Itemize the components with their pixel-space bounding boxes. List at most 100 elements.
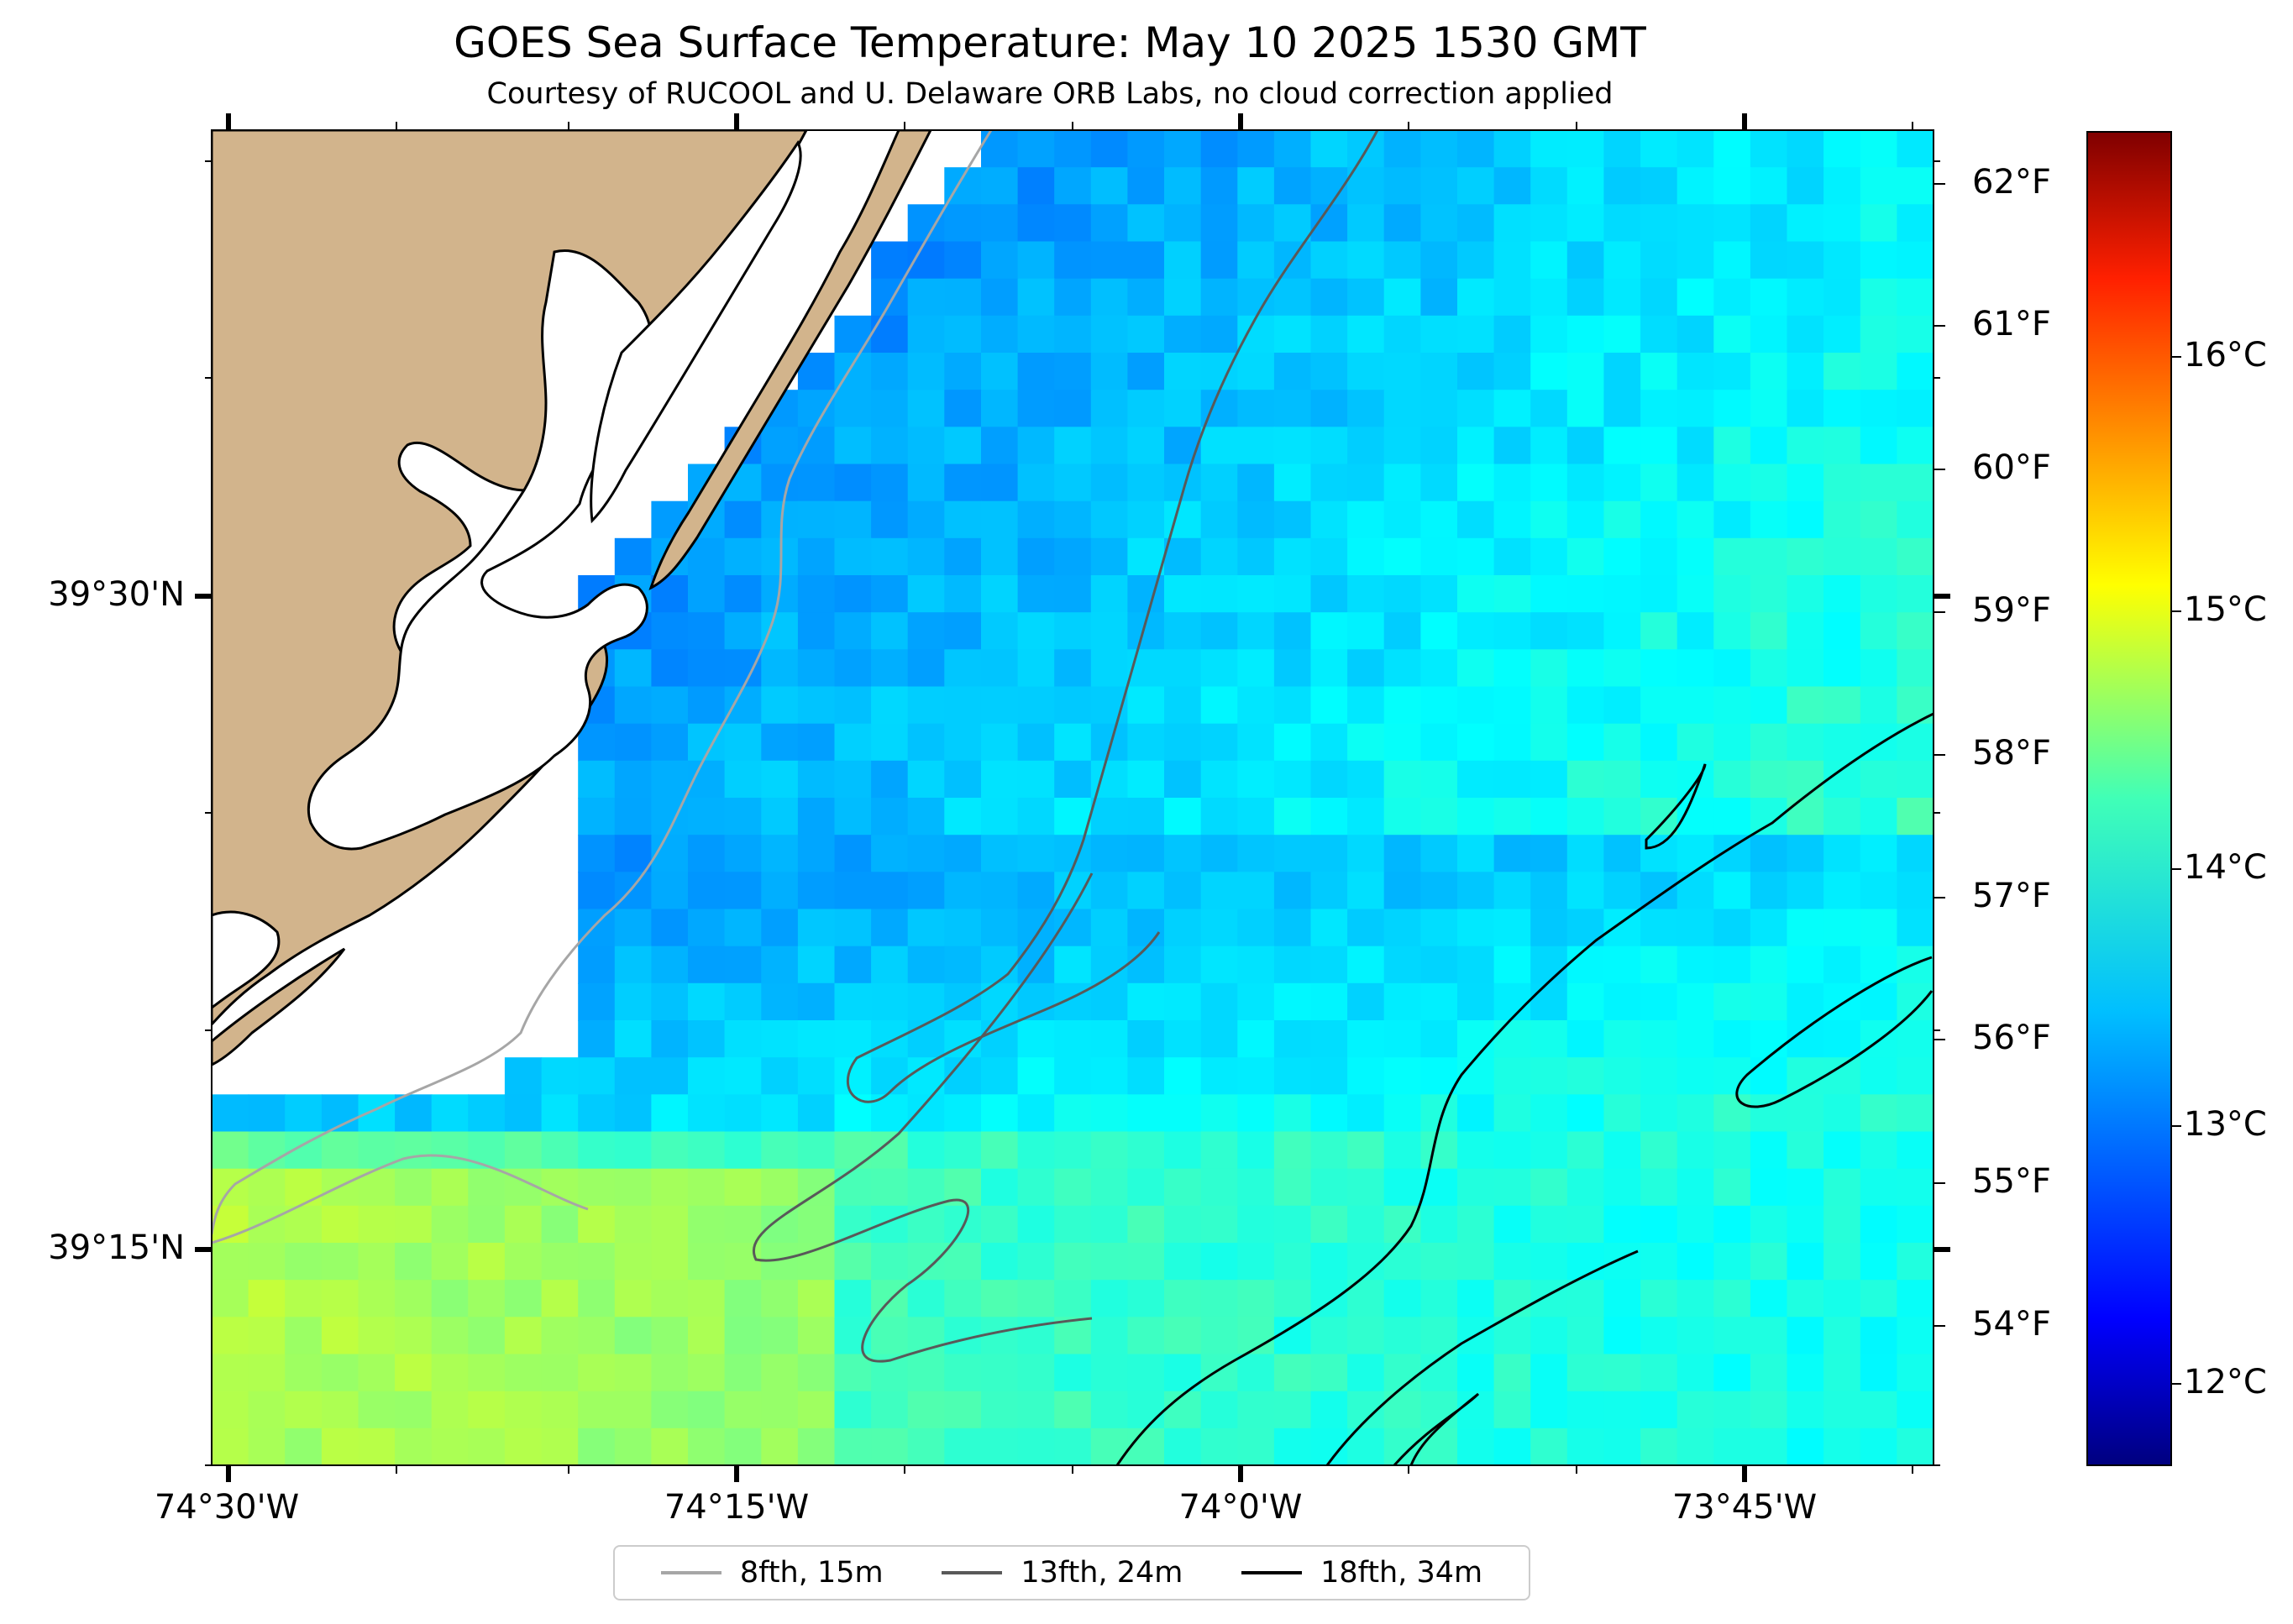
sst-cell xyxy=(1493,798,1531,836)
sst-cell xyxy=(541,1280,579,1318)
sst-cell xyxy=(1347,1205,1385,1244)
sst-cell xyxy=(981,537,1019,576)
sst-cell xyxy=(212,1094,249,1133)
sst-cell xyxy=(688,798,726,836)
sst-cell xyxy=(834,464,872,502)
sst-cell xyxy=(1164,1205,1202,1244)
sst-cell xyxy=(688,612,726,651)
sst-cell xyxy=(761,649,799,688)
sst-cell xyxy=(797,1205,836,1244)
sst-cell xyxy=(1823,278,1861,317)
sst-cell xyxy=(1310,798,1348,836)
sst-cell xyxy=(907,427,946,465)
sst-cell xyxy=(1897,130,1934,168)
sst-cell xyxy=(468,1428,506,1465)
sst-cell xyxy=(1897,204,1934,243)
sst-cell xyxy=(724,649,762,688)
sst-cell xyxy=(1750,464,1788,502)
sst-cell xyxy=(1273,278,1312,317)
sst-cell xyxy=(1750,649,1788,688)
sst-cell xyxy=(1566,427,1605,465)
sst-cell xyxy=(1603,1391,1641,1429)
sst-cell xyxy=(504,1317,543,1355)
sst-cell xyxy=(797,1094,836,1133)
sst-cell xyxy=(1640,760,1678,799)
sst-cell xyxy=(1017,1391,1055,1429)
sst-cell xyxy=(1713,500,1751,539)
sst-cell xyxy=(761,612,799,651)
f-label-62: 62°F xyxy=(1972,163,2051,202)
sst-cell xyxy=(1090,130,1129,168)
sst-cell xyxy=(1237,130,1275,168)
sst-cell xyxy=(1603,1428,1641,1465)
sst-cell xyxy=(614,1020,653,1058)
sst-cell xyxy=(761,1391,799,1429)
sst-cell xyxy=(1090,315,1129,354)
sst-cell xyxy=(797,500,836,539)
sst-cell xyxy=(871,575,909,613)
sst-cell xyxy=(1713,353,1751,390)
sst-cell xyxy=(614,872,653,910)
sst-cell xyxy=(1383,390,1422,428)
sst-cell xyxy=(1897,1094,1934,1133)
map-title: GOES Sea Surface Temperature: May 10 202… xyxy=(454,18,1646,67)
sst-cell xyxy=(761,946,799,984)
sst-cell xyxy=(944,464,982,502)
sst-cell xyxy=(1860,241,1898,280)
f-label-56: 56°F xyxy=(1972,1019,2051,1057)
sst-cell xyxy=(578,1391,616,1429)
sst-cell xyxy=(1676,241,1715,280)
sst-cell xyxy=(1237,464,1275,502)
sst-cell xyxy=(1237,760,1275,799)
sst-cell xyxy=(1090,612,1129,651)
sst-cell xyxy=(1493,1094,1531,1133)
sst-cell xyxy=(1860,1428,1898,1465)
sst-cell xyxy=(1823,982,1861,1021)
sst-cell xyxy=(358,1280,396,1318)
sst-cell xyxy=(431,1354,470,1392)
sst-cell xyxy=(907,872,946,910)
sst-cell xyxy=(1640,464,1678,502)
sst-cell xyxy=(981,760,1019,799)
sst-cell xyxy=(688,1243,726,1281)
sst-cell xyxy=(1713,649,1751,688)
colorbar-ticks xyxy=(1934,183,2181,1385)
sst-cell xyxy=(1566,1205,1605,1244)
sst-cell xyxy=(1603,872,1641,910)
sst-cell xyxy=(431,1428,470,1465)
sst-cell xyxy=(1493,1354,1531,1392)
sst-cell xyxy=(761,1280,799,1318)
sst-cell xyxy=(1200,353,1239,390)
sst-cell xyxy=(1530,315,1568,354)
sst-cell xyxy=(1127,241,1165,280)
sst-cell xyxy=(1897,909,1934,947)
sst-cell xyxy=(797,427,836,465)
sst-cell xyxy=(1897,315,1934,354)
sst-cell xyxy=(1676,500,1715,539)
sst-cell xyxy=(1897,1168,1934,1207)
sst-cell xyxy=(1566,1131,1605,1170)
sst-cell xyxy=(651,909,689,947)
sst-cell xyxy=(321,1131,359,1170)
sst-cell xyxy=(761,835,799,873)
sst-cell xyxy=(1273,1243,1312,1281)
sst-cell xyxy=(1676,537,1715,576)
sst-cell xyxy=(834,760,872,799)
sst-cell xyxy=(761,909,799,947)
sst-cell xyxy=(1566,872,1605,910)
sst-cell xyxy=(1237,204,1275,243)
sst-cell xyxy=(1420,946,1458,984)
sst-cell xyxy=(1347,1094,1385,1133)
sst-cell xyxy=(1127,390,1165,428)
sst-cell xyxy=(1273,1317,1312,1355)
sst-cell xyxy=(1457,130,1495,168)
sst-cell xyxy=(1347,835,1385,873)
sst-cell xyxy=(1310,464,1348,502)
sst-cell xyxy=(1897,612,1934,651)
sst-cell xyxy=(1164,537,1202,576)
sst-cell xyxy=(1127,464,1165,502)
sst-cell xyxy=(1676,1391,1715,1429)
sst-cell xyxy=(797,537,836,576)
sst-cell xyxy=(1127,427,1165,465)
sst-cell xyxy=(1017,1354,1055,1392)
